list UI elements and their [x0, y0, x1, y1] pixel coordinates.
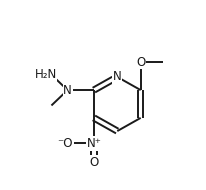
Text: O: O — [89, 156, 98, 169]
Text: N: N — [63, 84, 72, 97]
Text: H₂N: H₂N — [34, 68, 57, 81]
Text: N: N — [113, 70, 122, 83]
Text: ⁻O: ⁻O — [58, 137, 73, 150]
Text: N⁺: N⁺ — [87, 137, 101, 150]
Text: O: O — [136, 56, 145, 69]
